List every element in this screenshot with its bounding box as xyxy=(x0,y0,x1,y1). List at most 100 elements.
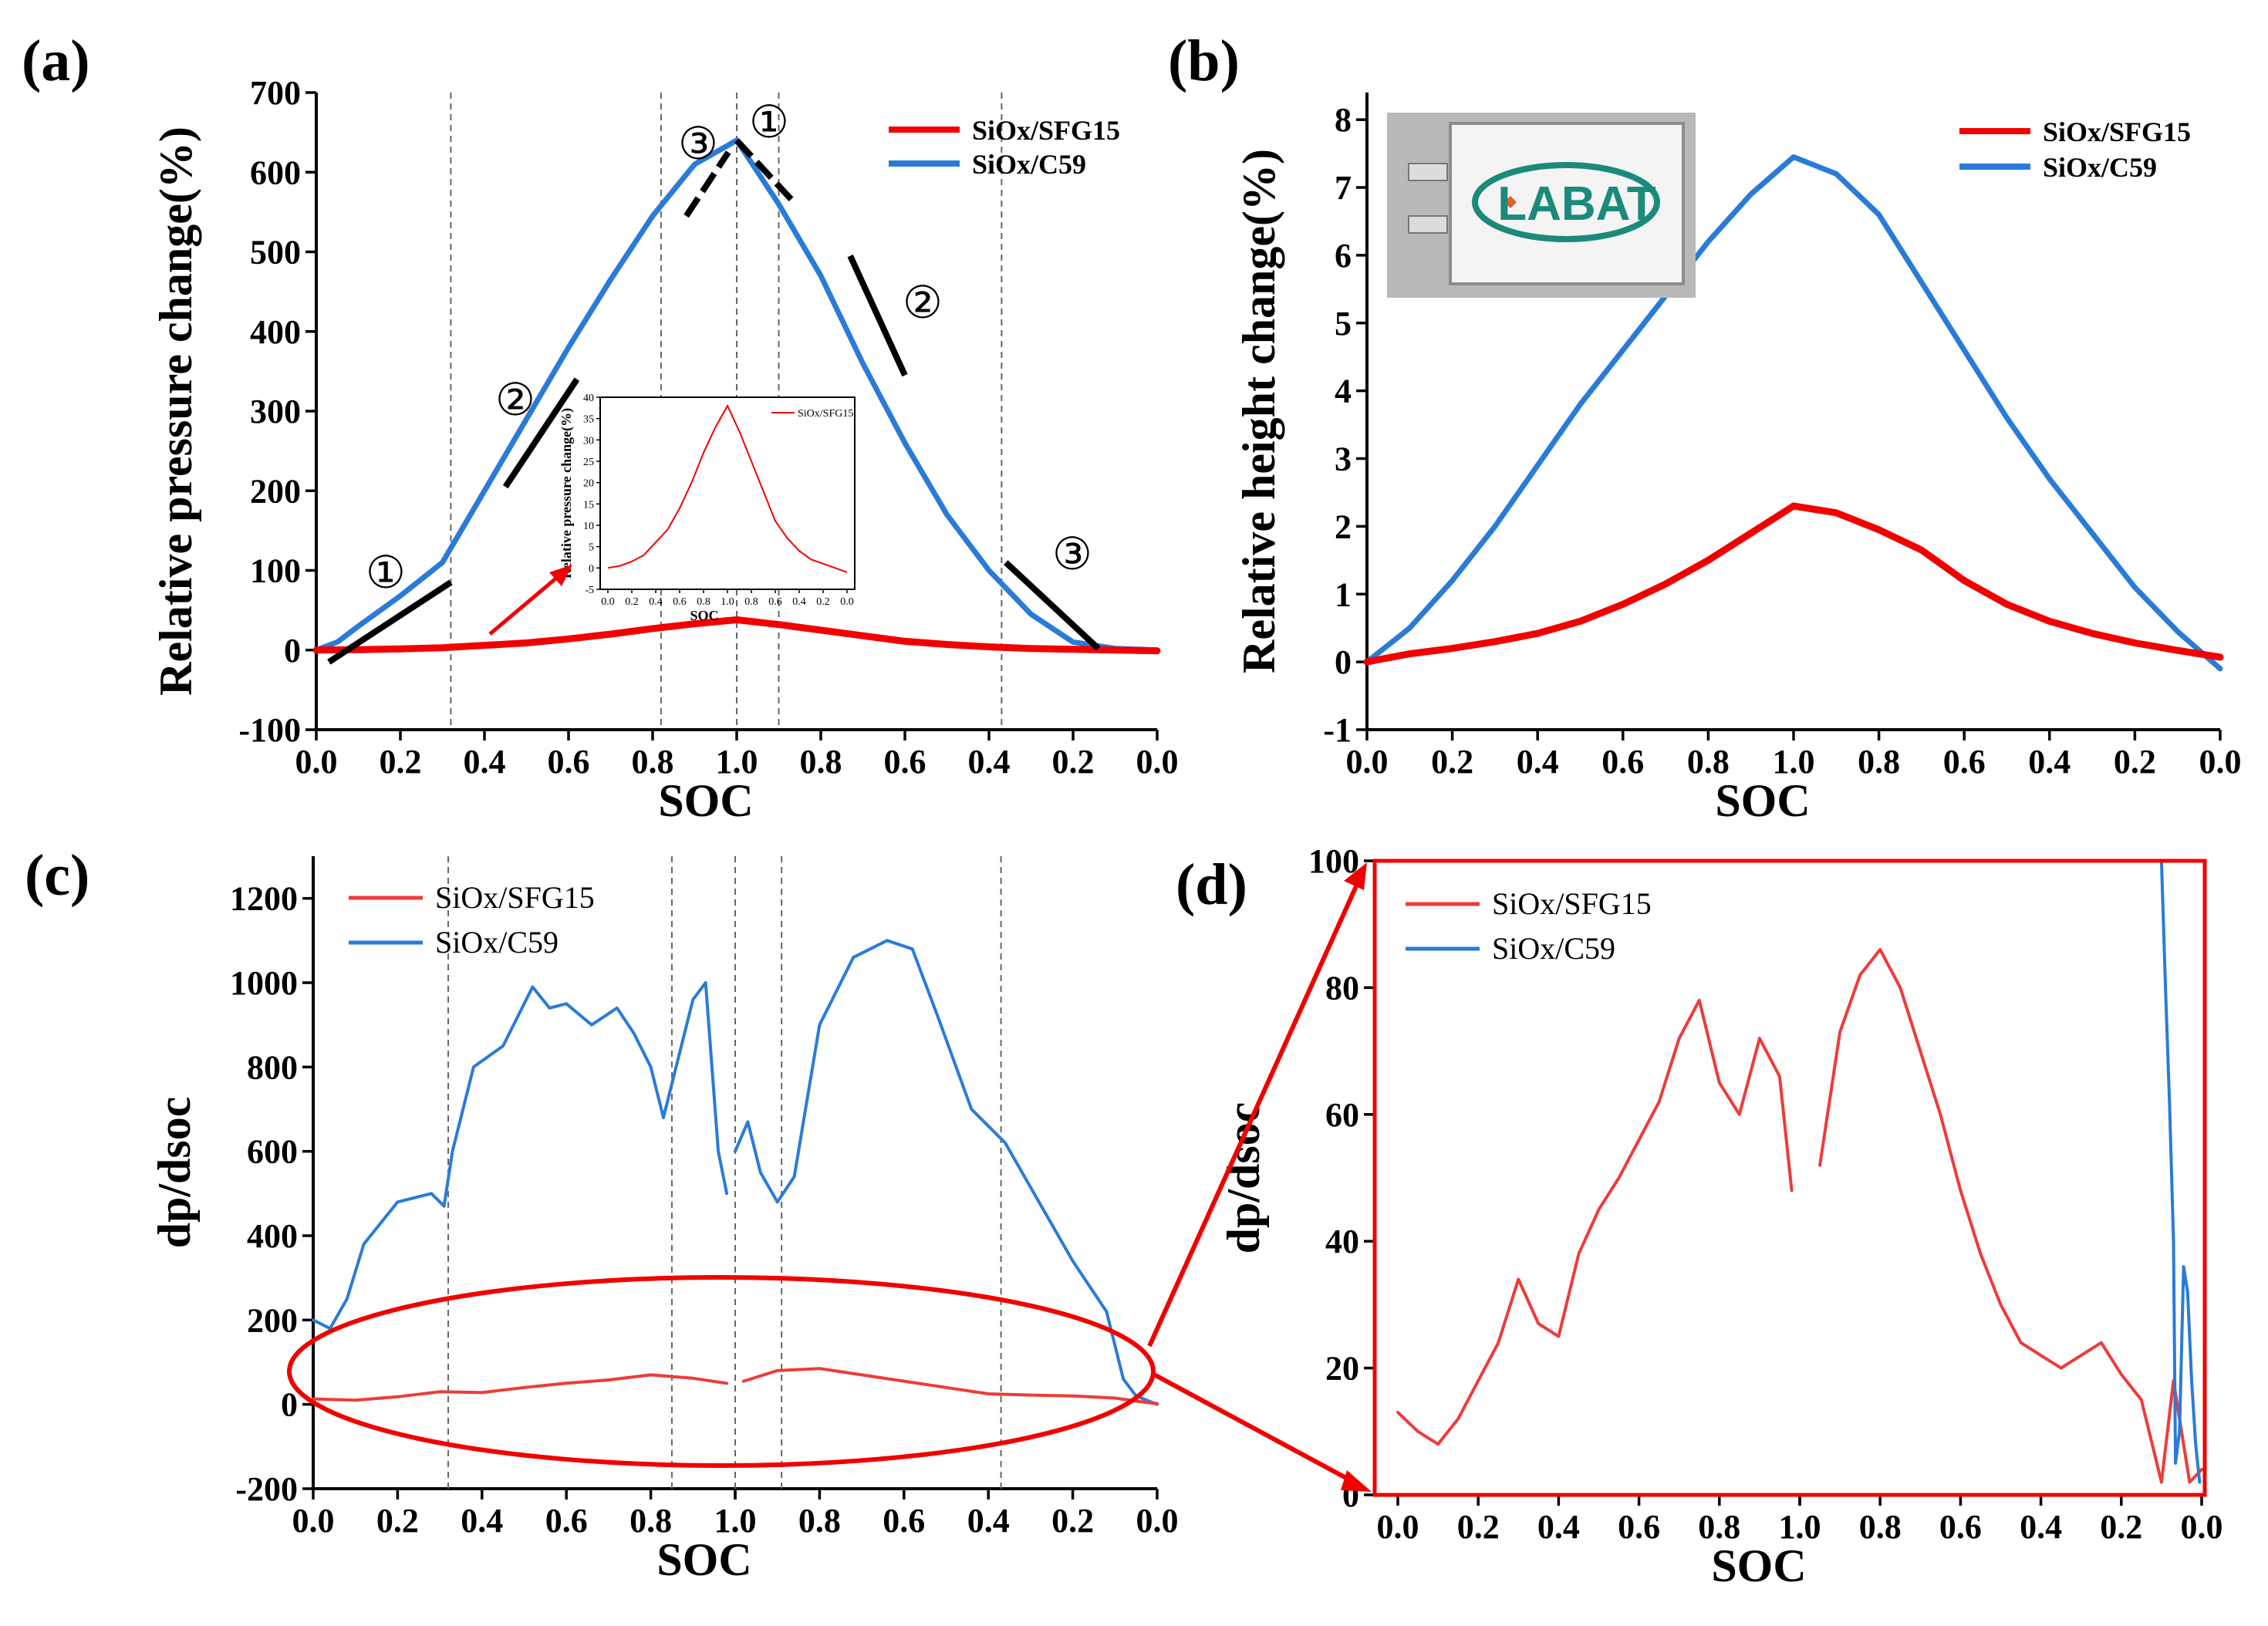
panel-label: (c) xyxy=(25,843,89,908)
x-tick-label: 0.4 xyxy=(967,1502,1010,1540)
inset-x-tick-label: 0.8 xyxy=(744,596,758,608)
x-tick-label: 0.0 xyxy=(1346,743,1389,781)
line-sioxc59-discharge xyxy=(734,939,1159,1406)
y-tick-label: 200 xyxy=(247,1301,298,1339)
line-sioxsfg15-discharge xyxy=(741,1367,1159,1405)
panel-c: -200 0 200 400 600 800 1000 1200 0.0 0.2 0.4 0.6 0.8… xyxy=(25,843,1179,1585)
inset-y-tick-label: 35 xyxy=(583,414,594,426)
logo-label: LABAT xyxy=(1497,177,1656,231)
inset-y-tick-label: 25 xyxy=(583,457,594,468)
line-sioxsfg15-charge xyxy=(312,1373,729,1402)
x-axis-label: SOC xyxy=(1715,775,1810,826)
x-tick-label: 0.2 xyxy=(376,1502,419,1540)
line-sioxc59-charge xyxy=(312,981,729,1331)
zoom-arrow-lower-head xyxy=(1341,1470,1372,1492)
x-tick-label: 0.8 xyxy=(798,1502,841,1540)
inset-x-tick-label: 0.8 xyxy=(697,596,710,608)
y-tick-label: 3 xyxy=(1335,440,1352,478)
x-tick-label: 1.0 xyxy=(1779,1508,1821,1546)
x-tick-label: 0.2 xyxy=(1457,1508,1500,1546)
y-tick-label: 20 xyxy=(1325,1350,1359,1388)
legend-label-c59: SiOx/C59 xyxy=(435,925,559,960)
line-sioxc59 xyxy=(313,137,1160,653)
segment-marker: ① xyxy=(366,546,406,599)
x-tick-label: 0.4 xyxy=(1517,743,1559,781)
y-axis-label: dp/dsoc xyxy=(149,1097,200,1249)
x-tick-label: 0.6 xyxy=(1943,743,1986,781)
x-tick-label: 0.0 xyxy=(1136,743,1179,781)
inset-x-tick-label: 0.2 xyxy=(816,596,830,608)
y-tick-label: 1000 xyxy=(230,964,298,1002)
x-tick-label: 0.6 xyxy=(545,1502,588,1540)
panel-label: (a) xyxy=(22,29,90,93)
x-axis-label: SOC xyxy=(658,775,753,826)
segment-marker: ② xyxy=(495,373,535,426)
inset-legend-label: SiOx/SFG15 xyxy=(798,408,853,420)
y-axis-label: Relative height change(%) xyxy=(1234,149,1284,673)
logo-star xyxy=(1504,196,1517,208)
inset-y-tick-label: 40 xyxy=(583,393,594,404)
x-tick-label: 0.2 xyxy=(1052,743,1095,781)
legend-label-c59: SiOx/C59 xyxy=(1492,931,1615,966)
inset-x-tick-label: 0.0 xyxy=(840,596,854,608)
inset-x-tick-label: 0.6 xyxy=(768,596,782,608)
y-tick-label: 400 xyxy=(247,1217,298,1255)
legend-label-c59: SiOx/C59 xyxy=(972,149,1086,180)
tangent-segment xyxy=(327,579,453,665)
y-tick-label: 300 xyxy=(250,393,301,430)
x-tick-label: 0.8 xyxy=(632,743,674,781)
tab-upper xyxy=(1408,163,1448,181)
y-tick-label: 0 xyxy=(1335,643,1352,681)
x-tick-label: 0.4 xyxy=(461,1502,503,1540)
segment-marker: ③ xyxy=(1052,528,1092,580)
x-tick-label: 0.2 xyxy=(2100,1508,2142,1546)
tangent-segment xyxy=(734,138,798,207)
inset-y-tick-label: 5 xyxy=(589,542,594,554)
x-tick-label: 0.0 xyxy=(295,743,338,781)
x-tick-label: 1.0 xyxy=(716,743,758,781)
annotation-overlay xyxy=(1147,862,1372,1492)
x-tick-label: 0.4 xyxy=(968,743,1011,781)
inset-y-tick-label: -5 xyxy=(585,585,594,596)
x-tick-label: 0.6 xyxy=(548,743,590,781)
tangent-segment xyxy=(683,150,731,218)
y-tick-label: 40 xyxy=(1325,1223,1359,1260)
y-tick-label: 200 xyxy=(250,472,301,510)
segment-marker: ② xyxy=(903,276,943,329)
y-tick-label: 4 xyxy=(1335,373,1352,410)
tab-lower xyxy=(1408,215,1448,234)
inset-y-tick-label: 20 xyxy=(583,478,594,490)
x-tick-label: 0.4 xyxy=(464,743,506,781)
x-tick-label: 0.8 xyxy=(800,743,842,781)
y-tick-label: 7 xyxy=(1335,169,1352,207)
x-tick-label: 1.0 xyxy=(1773,743,1815,781)
y-tick-label: -1 xyxy=(1323,711,1352,749)
y-tick-label: 500 xyxy=(250,234,301,272)
x-tick-label: 0.8 xyxy=(629,1502,672,1540)
panel-label: (b) xyxy=(1168,29,1240,93)
x-tick-label: 0.4 xyxy=(1537,1508,1580,1546)
x-tick-label: 0.4 xyxy=(2020,1508,2062,1546)
y-tick-label: 1200 xyxy=(230,880,298,918)
inset-x-label: SOC xyxy=(690,608,718,623)
inset-line-sioxsfg15 xyxy=(607,403,848,573)
x-tick-label: 0.8 xyxy=(1859,1508,1902,1546)
x-tick-label: 1.0 xyxy=(714,1502,757,1540)
y-axis-label: Relative pressure change(%) xyxy=(150,127,201,696)
y-tick-label: -200 xyxy=(235,1470,298,1508)
inset-y-tick-label: 15 xyxy=(583,499,594,511)
legend-label-sfg15: SiOx/SFG15 xyxy=(2043,116,2191,147)
zoom-arrow-upper-head xyxy=(1344,862,1367,890)
y-tick-label: 5 xyxy=(1335,305,1352,342)
y-tick-label: 8 xyxy=(1335,101,1352,139)
inset-x-tick-label: 0.4 xyxy=(649,596,663,608)
inset-x-tick-label: 0.6 xyxy=(673,596,687,608)
y-tick-label: -100 xyxy=(238,711,301,749)
highlight-ellipse xyxy=(287,1275,1156,1468)
y-tick-label: 400 xyxy=(250,313,301,351)
pouch-cell xyxy=(1449,122,1685,285)
x-tick-label: 0.6 xyxy=(1601,743,1644,781)
y-tick-label: 0 xyxy=(284,632,301,670)
